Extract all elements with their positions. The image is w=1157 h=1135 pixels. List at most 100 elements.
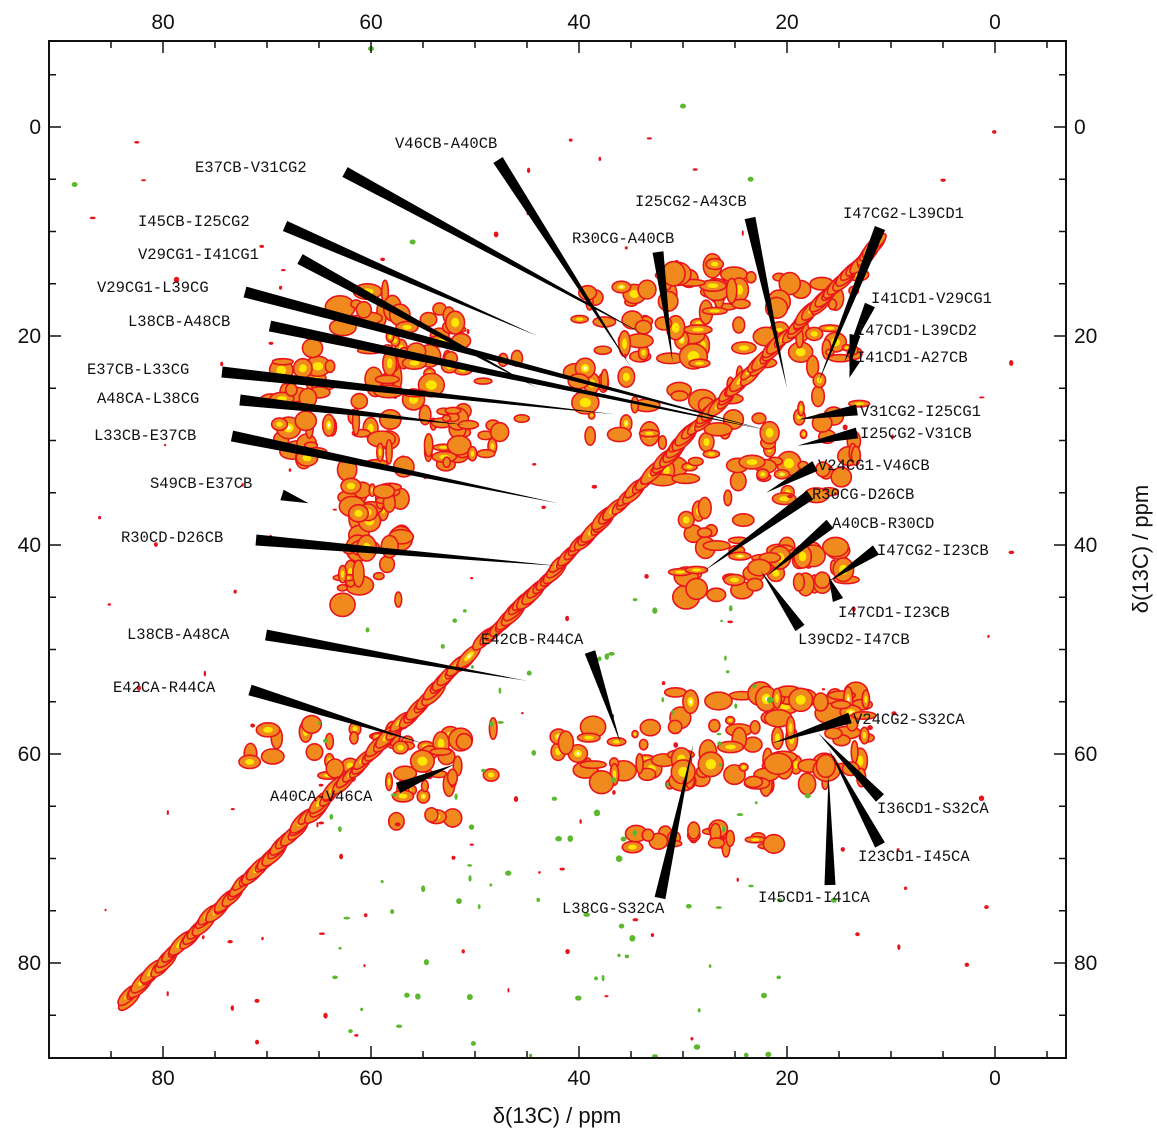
peak-annotation: V24CG2-S32CA [771, 711, 965, 744]
negative-contour [776, 898, 783, 903]
negative-contour [717, 741, 723, 746]
contour-peak [797, 400, 805, 417]
contour-peak [349, 731, 359, 745]
negative-contour [318, 721, 322, 725]
annotation-pointer [849, 358, 861, 378]
annotation-pointer [744, 216, 787, 389]
negative-contour [615, 855, 623, 863]
peak-annotation: I45CB-I25CG2 [138, 213, 538, 336]
annotation-label: I45CB-I25CG2 [138, 213, 250, 231]
contour-peak [457, 419, 480, 430]
negative-contour [567, 835, 574, 842]
annotation-label: V24CG1-V46CB [818, 457, 930, 475]
contour-speck [173, 276, 180, 283]
contour-peak [683, 524, 704, 544]
x-axis-title: δ(13C) / ppm [493, 1103, 621, 1128]
contour-peak [704, 691, 733, 711]
negative-contour [395, 1024, 403, 1029]
negative-contour [736, 813, 744, 817]
contour-peak [731, 298, 751, 310]
peak-annotation: E42CA-R44CA [113, 679, 423, 744]
contour-peak [238, 754, 262, 770]
contour-peak [771, 726, 785, 751]
contour-speck [591, 484, 598, 489]
contour-peak [787, 341, 814, 363]
annotation-label: V29CG1-L39CG [97, 279, 209, 297]
contour-peak [489, 421, 510, 443]
contour-speck [469, 843, 474, 846]
contour-peak [352, 559, 365, 588]
contour-peak [696, 527, 713, 539]
contour-speck [661, 681, 666, 686]
y-axis-title: δ(13C) / ppm [1128, 485, 1153, 613]
negative-contour [498, 687, 502, 694]
x-tick-label-top: 80 [151, 11, 174, 34]
annotation-label: V46CB-A40CB [395, 135, 497, 153]
contour-peak [392, 765, 418, 782]
contour-peak [619, 414, 633, 433]
y-tick-label-left: 80 [18, 952, 41, 975]
contour-peak [391, 789, 415, 803]
negative-contour [666, 782, 669, 788]
contour-peak [557, 730, 575, 756]
contour-peak [324, 359, 336, 374]
contour-peak [606, 736, 627, 747]
contour-peak [606, 426, 632, 443]
annotation-label: R30CD-D26CB [121, 529, 223, 547]
negative-contour [804, 793, 811, 799]
annotation-label: V31CG2-I25CG1 [860, 403, 981, 421]
contour-peak [419, 311, 438, 328]
contour-speck [890, 434, 894, 440]
contour-peak [571, 390, 600, 415]
annotation-pointer [248, 684, 423, 744]
contour-speck [250, 723, 255, 728]
negative-contour [323, 738, 329, 743]
contour-peak [482, 767, 500, 782]
negative-contour [390, 793, 398, 797]
annotation-label: I25CG2-V31CB [860, 425, 972, 443]
annotation-label: E37CB-L33CG [87, 361, 189, 379]
peak-annotation: I47CD1-L39CD2 [849, 322, 977, 368]
contour-speck [318, 932, 325, 936]
contour-peak [384, 772, 394, 792]
contour-speck [821, 688, 826, 691]
contour-peak [810, 385, 826, 408]
annotation-pointer [230, 430, 559, 504]
peak-annotation: L38CG-S32CA [562, 743, 694, 918]
annotation-pointer [797, 404, 858, 420]
contour-peak [762, 833, 786, 854]
peak-annotation: V31CG2-I25CG1 [797, 403, 981, 421]
contour-peak [442, 456, 452, 469]
contour-speck [940, 178, 946, 182]
contour-peak [271, 357, 294, 366]
contour-speck [692, 168, 698, 171]
negative-contour [743, 1052, 749, 1058]
contour-peak [685, 577, 709, 601]
contour-speck [964, 962, 970, 967]
contour-speck [736, 877, 739, 882]
annotation-pointer [828, 576, 844, 603]
contour-peak [467, 445, 478, 462]
contour-speck [323, 1012, 328, 1019]
contour-speck [1009, 360, 1014, 366]
contour-speck [241, 482, 244, 487]
negative-contour [761, 992, 767, 999]
contour-peak [671, 472, 701, 485]
negative-contour [620, 836, 627, 842]
contour-speck [604, 995, 609, 998]
contour-peak [824, 727, 843, 740]
peak-annotation: L33CB-E37CB [94, 427, 559, 504]
contour-peak [423, 433, 434, 458]
contour-speck [461, 949, 465, 954]
contour-peak [687, 456, 704, 467]
contour-peak [424, 807, 439, 823]
contour-peak [850, 740, 859, 764]
annotation-pointer [265, 629, 527, 681]
negative-contour [728, 605, 733, 612]
negative-contour [617, 953, 621, 958]
contour-speck [852, 606, 856, 612]
contour-peak [584, 425, 597, 446]
contour-peak [260, 748, 285, 765]
peak-annotation: I47CD1-I23CB [828, 576, 950, 622]
contour-speck [846, 465, 850, 469]
